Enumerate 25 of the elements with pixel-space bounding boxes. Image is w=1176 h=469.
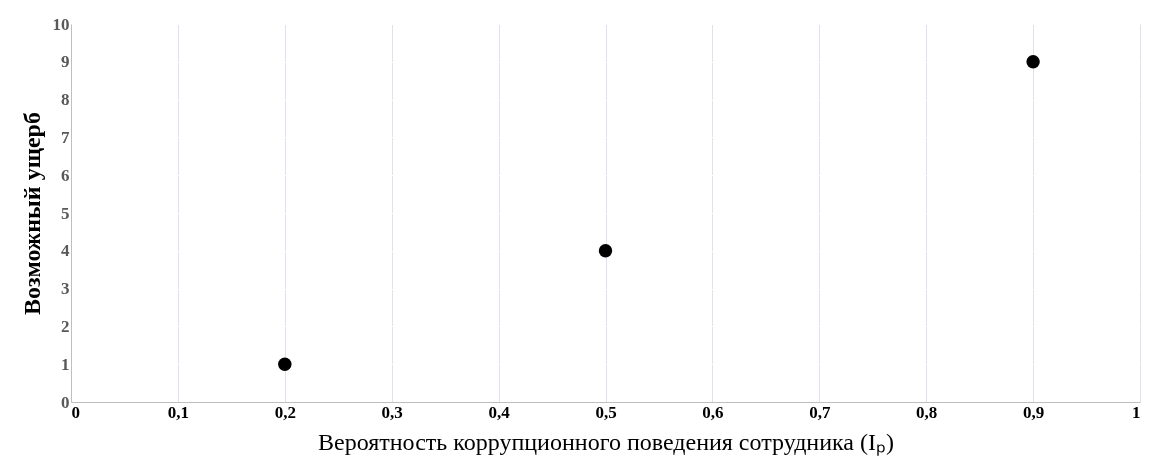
y-tick-label: 9 (61, 52, 70, 72)
x-tick-label: 0,2 (274, 402, 296, 422)
x-tick-label: 0,7 (809, 402, 831, 422)
point (1026, 55, 1040, 69)
point (278, 357, 292, 371)
x-tick-label: 0,8 (916, 402, 938, 422)
point (598, 244, 613, 258)
x-tick-label: 0,3 (381, 402, 403, 422)
x-tick-label: 0,5 (595, 402, 617, 422)
x-tick-label: 0,9 (1022, 402, 1045, 422)
y-tick-label: 10 (52, 14, 70, 34)
x-tick-label: 0,6 (702, 402, 724, 422)
y-tick-label: 7 (61, 127, 70, 147)
y-tick-label: 3 (61, 279, 70, 299)
y-tick-label: 4 (61, 241, 70, 261)
y-tick-label: 1 (61, 354, 70, 374)
x-axis-title: Вероятность коррупционного поведения сотрудника (Iₚ) (318, 428, 894, 456)
y-tick-label: 6 (61, 165, 70, 185)
x-tick-label: 0,4 (488, 402, 511, 422)
y-tick-label: 2 (61, 316, 70, 336)
x-tick-label: 0,1 (167, 402, 190, 422)
x-tick-label: 1 (1132, 402, 1141, 422)
y-tick-label: 8 (61, 90, 70, 110)
y-tick-label: 5 (61, 203, 70, 223)
y-axis-title: Возможный ущерб (18, 112, 45, 315)
